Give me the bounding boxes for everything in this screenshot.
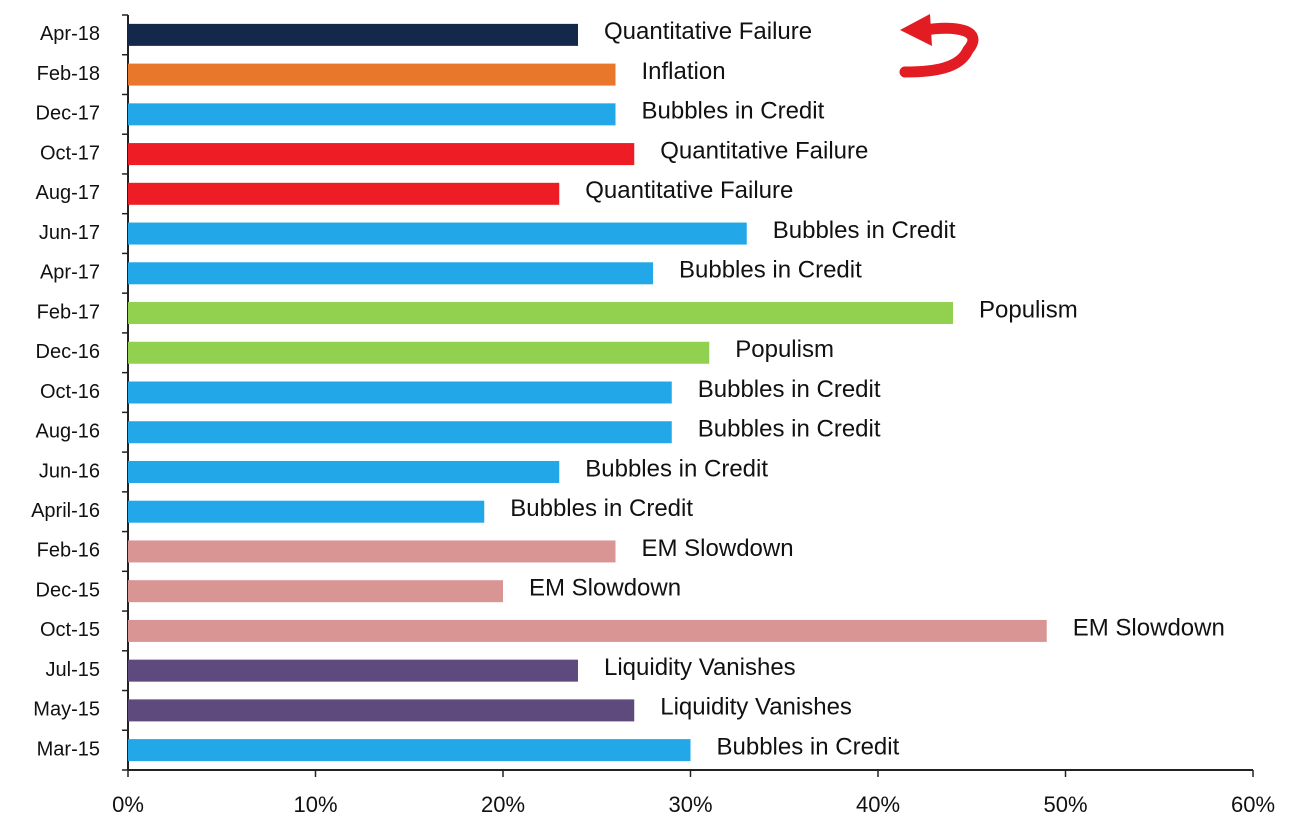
bar [128, 143, 635, 166]
y-tick-label: Dec-16 [36, 341, 100, 363]
y-tick-label: Aug-17 [36, 182, 101, 204]
bar [128, 500, 485, 523]
bar-label: Bubbles in Credit [698, 376, 881, 403]
bar [128, 580, 503, 603]
bar-label: EM Slowdown [529, 575, 681, 602]
y-tick-label: Aug-16 [36, 421, 101, 443]
y-tick-label: Oct-17 [40, 142, 100, 164]
y-tick-label: Apr-17 [40, 262, 100, 284]
bar-label: Bubbles in Credit [698, 416, 881, 443]
bar-label: Bubbles in Credit [510, 495, 693, 522]
bar [128, 659, 578, 682]
bar-label: Inflation [642, 58, 726, 85]
arrow [899, 44, 974, 78]
bar [128, 381, 672, 404]
bar-label: Bubbles in Credit [773, 217, 956, 244]
bar [128, 540, 616, 563]
bar-label: Liquidity Vanishes [604, 654, 796, 681]
y-tick-label: Feb-18 [37, 63, 100, 85]
y-tick-label: Jul-15 [46, 659, 100, 681]
bar-label: Liquidity Vanishes [660, 694, 852, 721]
y-tick-label: Oct-16 [40, 381, 100, 403]
bar [128, 63, 616, 86]
arrow-head [900, 14, 932, 46]
x-tick-label: 40% [856, 792, 900, 817]
bar-label: Populism [979, 296, 1078, 323]
x-tick-label: 50% [1043, 792, 1087, 817]
x-tick-label: 10% [293, 792, 337, 817]
y-tick-label: Mar-15 [37, 738, 100, 760]
bar [128, 262, 653, 285]
bar [128, 421, 672, 444]
bar [128, 341, 710, 364]
bar-label: Bubbles in Credit [585, 455, 768, 482]
bar [128, 619, 1047, 642]
y-tick-label: Feb-17 [37, 301, 100, 323]
y-tick-label: April-16 [31, 500, 100, 522]
bar [128, 23, 578, 46]
y-tick-label: May-15 [33, 699, 100, 721]
y-tick-label: Feb-16 [37, 540, 100, 562]
bar-label: Quantitative Failure [604, 18, 812, 45]
y-tick-label: Apr-18 [40, 23, 100, 45]
x-tick-label: 20% [481, 792, 525, 817]
bar-label: Populism [735, 336, 834, 363]
bar [128, 182, 560, 205]
bar [128, 302, 953, 325]
bar-label: EM Slowdown [1073, 614, 1225, 641]
x-tick-label: 0% [112, 792, 144, 817]
bar [128, 103, 616, 126]
bar [128, 739, 691, 762]
x-tick-label: 60% [1231, 792, 1275, 817]
bar-label: Bubbles in Credit [642, 98, 825, 125]
bar-label: EM Slowdown [642, 535, 794, 562]
y-tick-label: Dec-15 [36, 579, 100, 601]
bar-label: Bubbles in Credit [679, 257, 862, 284]
arrow [919, 22, 979, 56]
y-tick-label: Oct-15 [40, 619, 100, 641]
x-tick-label: 30% [668, 792, 712, 817]
bar [128, 699, 635, 722]
bar-label: Quantitative Failure [585, 177, 793, 204]
y-tick-label: Jun-16 [39, 460, 100, 482]
bar-label: Quantitative Failure [660, 137, 868, 164]
y-tick-label: Jun-17 [39, 222, 100, 244]
y-tick-label: Dec-17 [36, 103, 100, 125]
bar-label: Bubbles in Credit [717, 733, 900, 760]
bar [128, 460, 560, 483]
bar [128, 222, 747, 245]
